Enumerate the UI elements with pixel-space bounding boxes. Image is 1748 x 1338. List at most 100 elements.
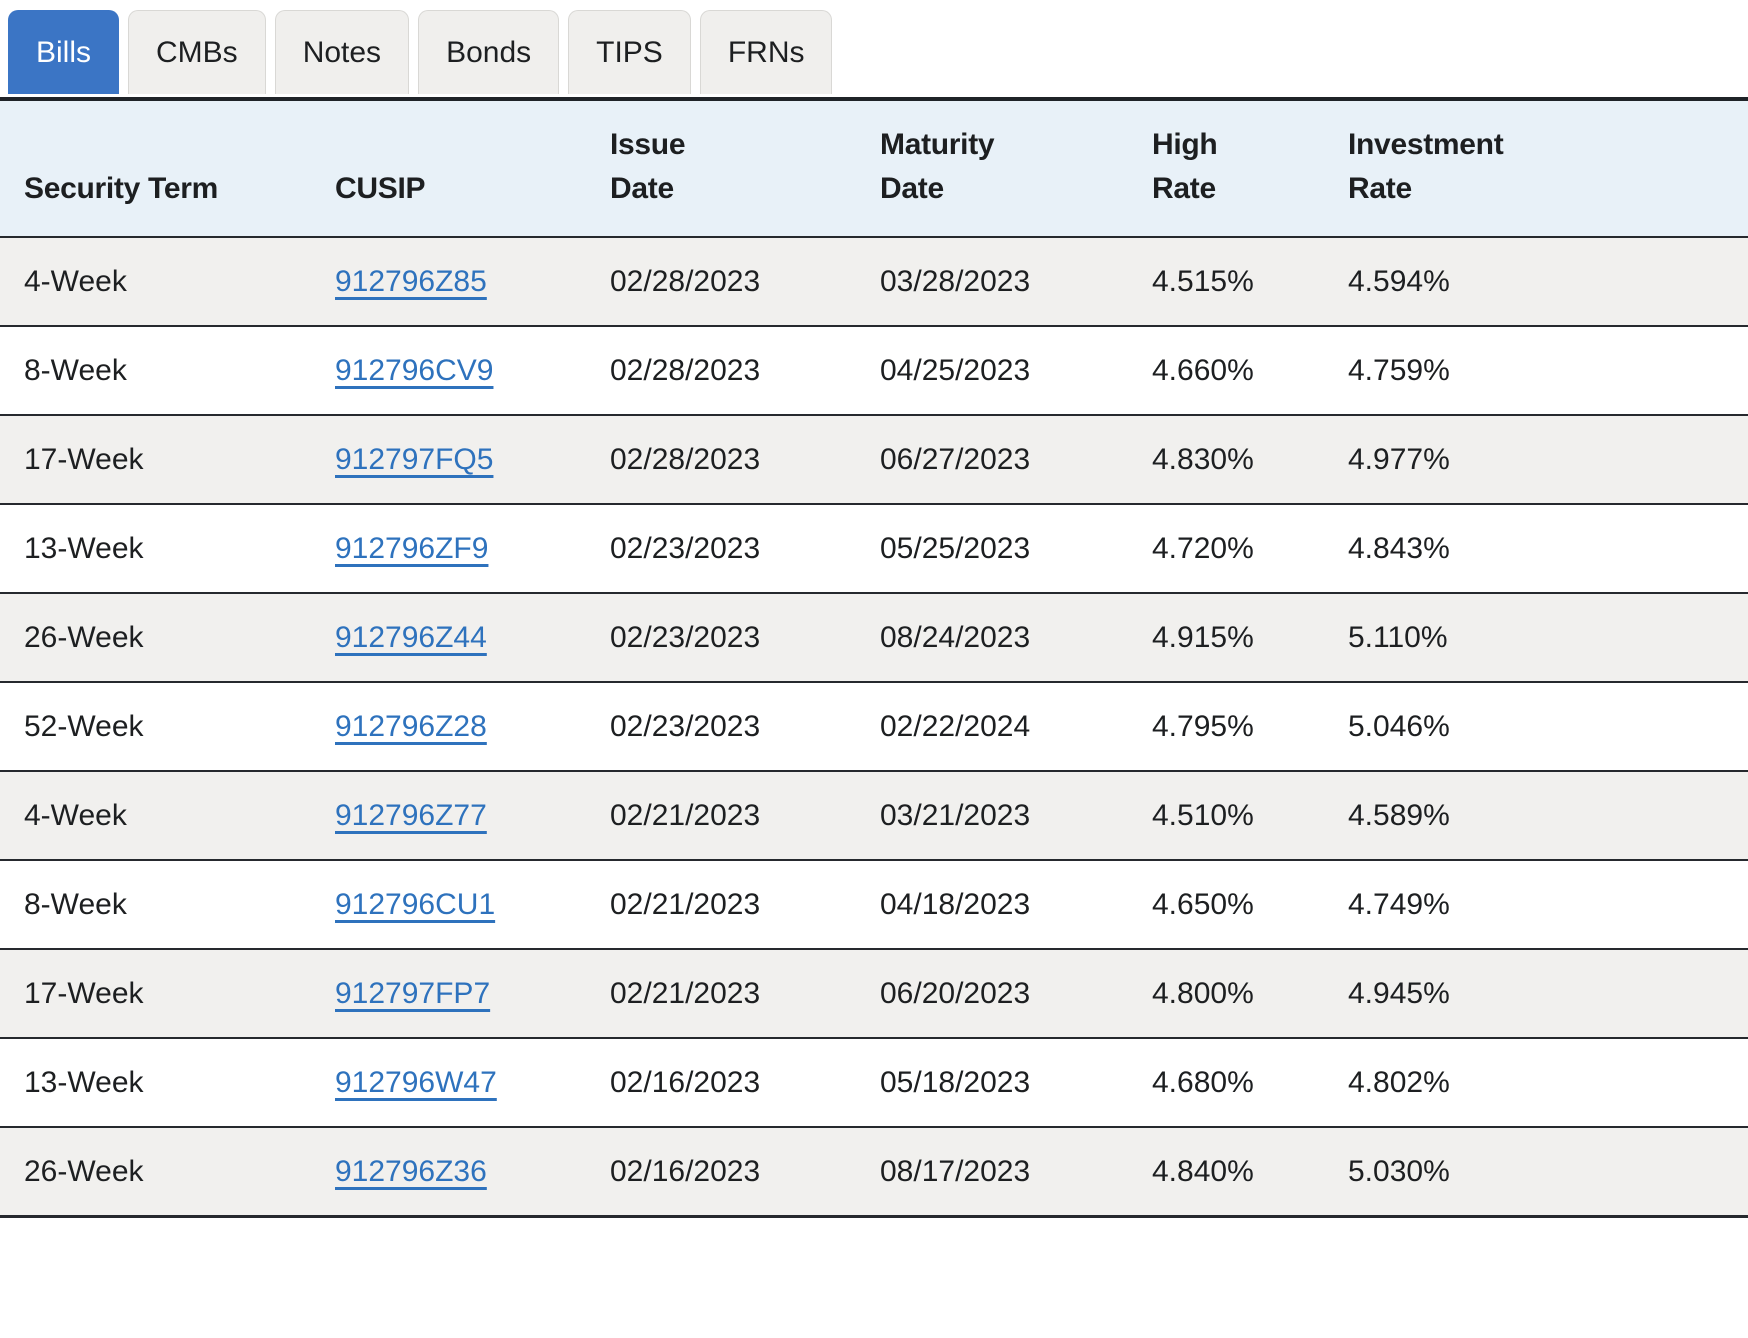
maturity-date-cell: 03/28/2023	[880, 264, 1031, 298]
maturity-date-cell: 05/18/2023	[880, 1065, 1031, 1099]
investment-rate-cell: 4.589%	[1348, 798, 1450, 832]
investment-rate-cell: 4.759%	[1348, 353, 1450, 387]
tab-bills[interactable]: Bills	[8, 10, 120, 94]
col-header-maturity-date: Maturity Date	[880, 128, 995, 205]
table-row: 4-Week 912796Z77 02/21/2023 03/21/2023 4…	[0, 771, 1748, 860]
investment-rate-cell: 4.749%	[1348, 887, 1450, 921]
high-rate-cell: 4.800%	[1152, 976, 1254, 1010]
high-rate-cell: 4.915%	[1152, 620, 1254, 654]
investment-rate-cell: 4.594%	[1348, 264, 1450, 298]
security-term-cell: 13-Week	[24, 531, 144, 565]
table-row: 17-Week 912797FP7 02/21/2023 06/20/2023 …	[0, 949, 1748, 1038]
table-row: 4-Week 912796Z85 02/28/2023 03/28/2023 4…	[0, 237, 1748, 326]
maturity-date-cell: 05/25/2023	[880, 531, 1031, 565]
high-rate-cell: 4.720%	[1152, 531, 1254, 565]
table-row: 8-Week 912796CU1 02/21/2023 04/18/2023 4…	[0, 860, 1748, 949]
cusip-link[interactable]: 912796Z44	[335, 620, 487, 654]
cusip-link[interactable]: 912796Z36	[335, 1154, 487, 1188]
table-row: 8-Week 912796CV9 02/28/2023 04/25/2023 4…	[0, 326, 1748, 415]
high-rate-cell: 4.840%	[1152, 1154, 1254, 1188]
investment-rate-cell: 5.030%	[1348, 1154, 1450, 1188]
cusip-cell: 912796Z44	[335, 593, 610, 682]
issue-date-cell: 02/28/2023	[610, 264, 761, 298]
cusip-link[interactable]: 912796ZF9	[335, 531, 489, 565]
maturity-date-cell: 08/17/2023	[880, 1154, 1031, 1188]
issue-date-cell: 02/21/2023	[610, 798, 761, 832]
maturity-date-cell: 04/18/2023	[880, 887, 1031, 921]
investment-rate-cell: 4.843%	[1348, 531, 1450, 565]
cusip-cell: 912796ZF9	[335, 504, 610, 593]
cusip-link[interactable]: 912796CV9	[335, 353, 494, 387]
issue-date-cell: 02/28/2023	[610, 442, 761, 476]
col-header-investment-rate: Investment Rate	[1348, 128, 1504, 205]
investment-rate-cell: 4.977%	[1348, 442, 1450, 476]
cusip-cell: 912796Z77	[335, 771, 610, 860]
security-term-cell: 52-Week	[24, 709, 144, 743]
table-header-row: Security Term CUSIP Issue Date Maturity Da…	[0, 101, 1748, 237]
col-header-cusip: CUSIP	[335, 171, 426, 205]
security-term-cell: 17-Week	[24, 442, 144, 476]
table-row: 13-Week 912796W47 02/16/2023 05/18/2023 …	[0, 1038, 1748, 1127]
security-term-cell: 8-Week	[24, 887, 127, 921]
auction-results-page: Bills CMBs Notes Bonds TIPS FRNs Securit…	[0, 0, 1748, 1218]
investment-rate-cell: 4.945%	[1348, 976, 1450, 1010]
tab-cmbs[interactable]: CMBs	[128, 10, 266, 94]
cusip-link[interactable]: 912796Z77	[335, 798, 487, 832]
col-header-security-term: Security Term	[24, 171, 218, 205]
col-header-high-rate: High Rate	[1152, 128, 1218, 205]
cusip-cell: 912796CV9	[335, 326, 610, 415]
cusip-cell: 912797FQ5	[335, 415, 610, 504]
tab-notes[interactable]: Notes	[274, 10, 410, 94]
maturity-date-cell: 06/27/2023	[880, 442, 1031, 476]
cusip-link[interactable]: 912797FQ5	[335, 442, 494, 476]
high-rate-cell: 4.515%	[1152, 264, 1254, 298]
table-row: 17-Week 912797FQ5 02/28/2023 06/27/2023 …	[0, 415, 1748, 504]
cusip-cell: 912796W47	[335, 1038, 610, 1127]
investment-rate-cell: 4.802%	[1348, 1065, 1450, 1099]
issue-date-cell: 02/16/2023	[610, 1154, 761, 1188]
high-rate-cell: 4.830%	[1152, 442, 1254, 476]
cusip-link[interactable]: 912796Z85	[335, 264, 487, 298]
tab-bonds[interactable]: Bonds	[418, 10, 560, 94]
cusip-cell: 912796CU1	[335, 860, 610, 949]
high-rate-cell: 4.795%	[1152, 709, 1254, 743]
issue-date-cell: 02/21/2023	[610, 976, 761, 1010]
maturity-date-cell: 02/22/2024	[880, 709, 1031, 743]
high-rate-cell: 4.680%	[1152, 1065, 1254, 1099]
investment-rate-cell: 5.046%	[1348, 709, 1450, 743]
cusip-cell: 912797FP7	[335, 949, 610, 1038]
auction-results-table: Security Term CUSIP Issue Date Maturity Da…	[0, 101, 1748, 1218]
issue-date-cell: 02/23/2023	[610, 531, 761, 565]
issue-date-cell: 02/23/2023	[610, 620, 761, 654]
cusip-link[interactable]: 912797FP7	[335, 976, 491, 1010]
maturity-date-cell: 04/25/2023	[880, 353, 1031, 387]
high-rate-cell: 4.510%	[1152, 798, 1254, 832]
security-term-cell: 4-Week	[24, 264, 127, 298]
cusip-link[interactable]: 912796Z28	[335, 709, 487, 743]
investment-rate-cell: 5.110%	[1348, 620, 1448, 654]
maturity-date-cell: 03/21/2023	[880, 798, 1031, 832]
security-term-cell: 26-Week	[24, 620, 144, 654]
maturity-date-cell: 08/24/2023	[880, 620, 1031, 654]
issue-date-cell: 02/28/2023	[610, 353, 761, 387]
table-row: 26-Week 912796Z44 02/23/2023 08/24/2023 …	[0, 593, 1748, 682]
high-rate-cell: 4.660%	[1152, 353, 1254, 387]
table-row: 13-Week 912796ZF9 02/23/2023 05/25/2023 …	[0, 504, 1748, 593]
cusip-cell: 912796Z85	[335, 237, 610, 326]
cusip-cell: 912796Z36	[335, 1127, 610, 1217]
cusip-cell: 912796Z28	[335, 682, 610, 771]
col-header-issue-date: Issue Date	[610, 128, 686, 205]
tab-frns[interactable]: FRNs	[699, 10, 833, 94]
tab-tips[interactable]: TIPS	[568, 10, 691, 94]
high-rate-cell: 4.650%	[1152, 887, 1254, 921]
security-term-cell: 13-Week	[24, 1065, 144, 1099]
maturity-date-cell: 06/20/2023	[880, 976, 1031, 1010]
issue-date-cell: 02/16/2023	[610, 1065, 761, 1099]
security-term-cell: 17-Week	[24, 976, 144, 1010]
cusip-link[interactable]: 912796W47	[335, 1065, 497, 1099]
cusip-link[interactable]: 912796CU1	[335, 887, 496, 921]
security-term-cell: 8-Week	[24, 353, 127, 387]
table-row: 26-Week 912796Z36 02/16/2023 08/17/2023 …	[0, 1127, 1748, 1217]
table-row: 52-Week 912796Z28 02/23/2023 02/22/2024 …	[0, 682, 1748, 771]
security-type-tabs: Bills CMBs Notes Bonds TIPS FRNs	[0, 0, 1748, 101]
